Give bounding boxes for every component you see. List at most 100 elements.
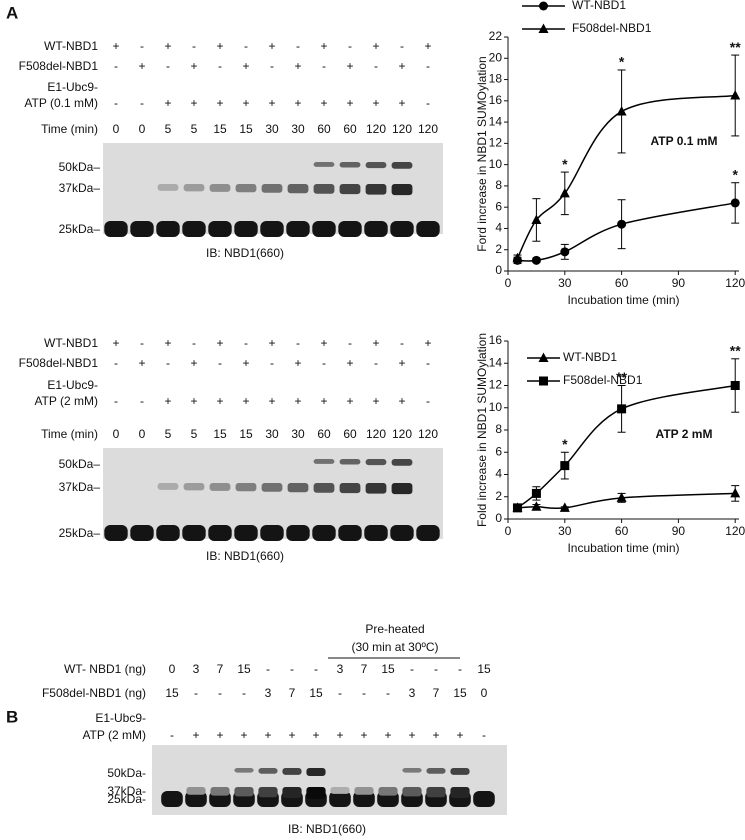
lane-value: 0 [139,122,146,136]
lane-value: 15 [165,686,179,700]
lane-value: + [138,356,145,370]
blot-band [234,221,258,237]
row-label: WT- NBD1 (ng) [64,662,146,676]
significance-label: ** [616,369,627,385]
lane-value: + [216,728,223,742]
y-tick-label: 4 [495,221,502,235]
lane-value: + [268,336,275,350]
y-tick-label: 10 [489,157,503,171]
row-label: F508del-NBD1 (ng) [42,686,146,700]
lane-value: + [294,356,301,370]
blot-band [306,768,326,776]
blot-band [339,483,361,494]
lane-value: 60 [343,427,357,441]
lane-value: - [140,39,144,53]
lane-value: + [190,59,197,73]
lane-value: + [346,356,353,370]
blot-band [402,768,422,773]
blot-band [354,787,374,795]
blot-band [286,525,310,541]
lane-value: + [320,336,327,350]
antibody-label: IB: NBD1(660) [206,246,284,260]
blot-band [353,791,375,807]
lane-value: - [218,59,222,73]
blot-band [234,768,254,773]
lane-value: + [372,96,379,110]
row-label: ATP (0.1 mM) [24,96,98,110]
lane-value: + [190,394,197,408]
lane-value: 7 [217,662,224,676]
lane-value: + [242,394,249,408]
lane-value: - [314,662,318,676]
lane-value: 120 [366,122,386,136]
blot-band [391,162,413,169]
lane-value: 7 [361,662,368,676]
x-tick-label: 120 [725,276,745,290]
lane-value: - [434,662,438,676]
x-tick-label: 60 [615,524,629,538]
blot-band [258,787,278,798]
lane-value: - [400,39,404,53]
blot-band [260,221,284,237]
lane-value: - [266,662,270,676]
point [559,187,570,198]
lane-value: 3 [409,686,416,700]
lane-value: - [426,96,430,110]
blot-band [416,525,440,541]
lane-value: + [372,336,379,350]
lane-value: 30 [265,427,279,441]
lane-value: 0 [139,427,146,441]
blot-band [378,787,398,796]
y-tick-label: 6 [495,199,502,213]
lane-value: 15 [477,662,491,676]
lane-value: - [426,59,430,73]
significance-label: * [732,166,738,182]
lane-value: 60 [343,122,357,136]
lane-value: - [322,356,326,370]
blot-band [390,525,414,541]
blot-band [473,791,495,807]
point [531,488,541,498]
x-tick-label: 30 [558,524,572,538]
chart-label: ATP 0.1 mM [651,134,718,148]
lane-value: 7 [289,686,296,700]
blot-band [209,483,231,491]
lane-value: + [164,39,171,53]
lane-value: + [398,96,405,110]
y-tick-label: 18 [489,72,503,86]
lane-value: - [170,728,174,742]
y-tick-label: 8 [495,178,502,192]
lane-value: - [374,59,378,73]
legend-label: F508del-NBD1 [572,21,652,35]
x-tick-label: 120 [725,524,745,538]
y-tick-label: 0 [495,263,502,277]
lane-value: + [112,336,119,350]
lane-value: - [114,96,118,110]
row-label: E1-Ubc9- [47,378,98,392]
x-tick-label: 0 [505,276,512,290]
point [531,255,541,265]
row-label: WT-NBD1 [44,336,98,350]
lane-value: 0 [113,122,120,136]
lane-value: + [164,336,171,350]
blot-band [130,525,154,541]
lane-value: + [268,39,275,53]
marker-label: 37kDa- [107,784,146,798]
lane-value: 15 [239,427,253,441]
antibody-label: IB: NBD1(660) [206,549,284,563]
blot-band [185,791,207,807]
blot-band [209,184,231,192]
lane-value: - [348,336,352,350]
header-text: Pre-heated [365,622,424,636]
lane-value: + [408,728,415,742]
lane-value: 3 [193,662,200,676]
lane-value: + [320,394,327,408]
lane-value: - [140,96,144,110]
lane-value: - [322,59,326,73]
lane-value: - [114,59,118,73]
blot-band [260,525,284,541]
lane-value: 30 [291,122,305,136]
lane-value: + [360,728,367,742]
lane-value: + [384,728,391,742]
marker-label: 25kDa– [59,222,101,236]
